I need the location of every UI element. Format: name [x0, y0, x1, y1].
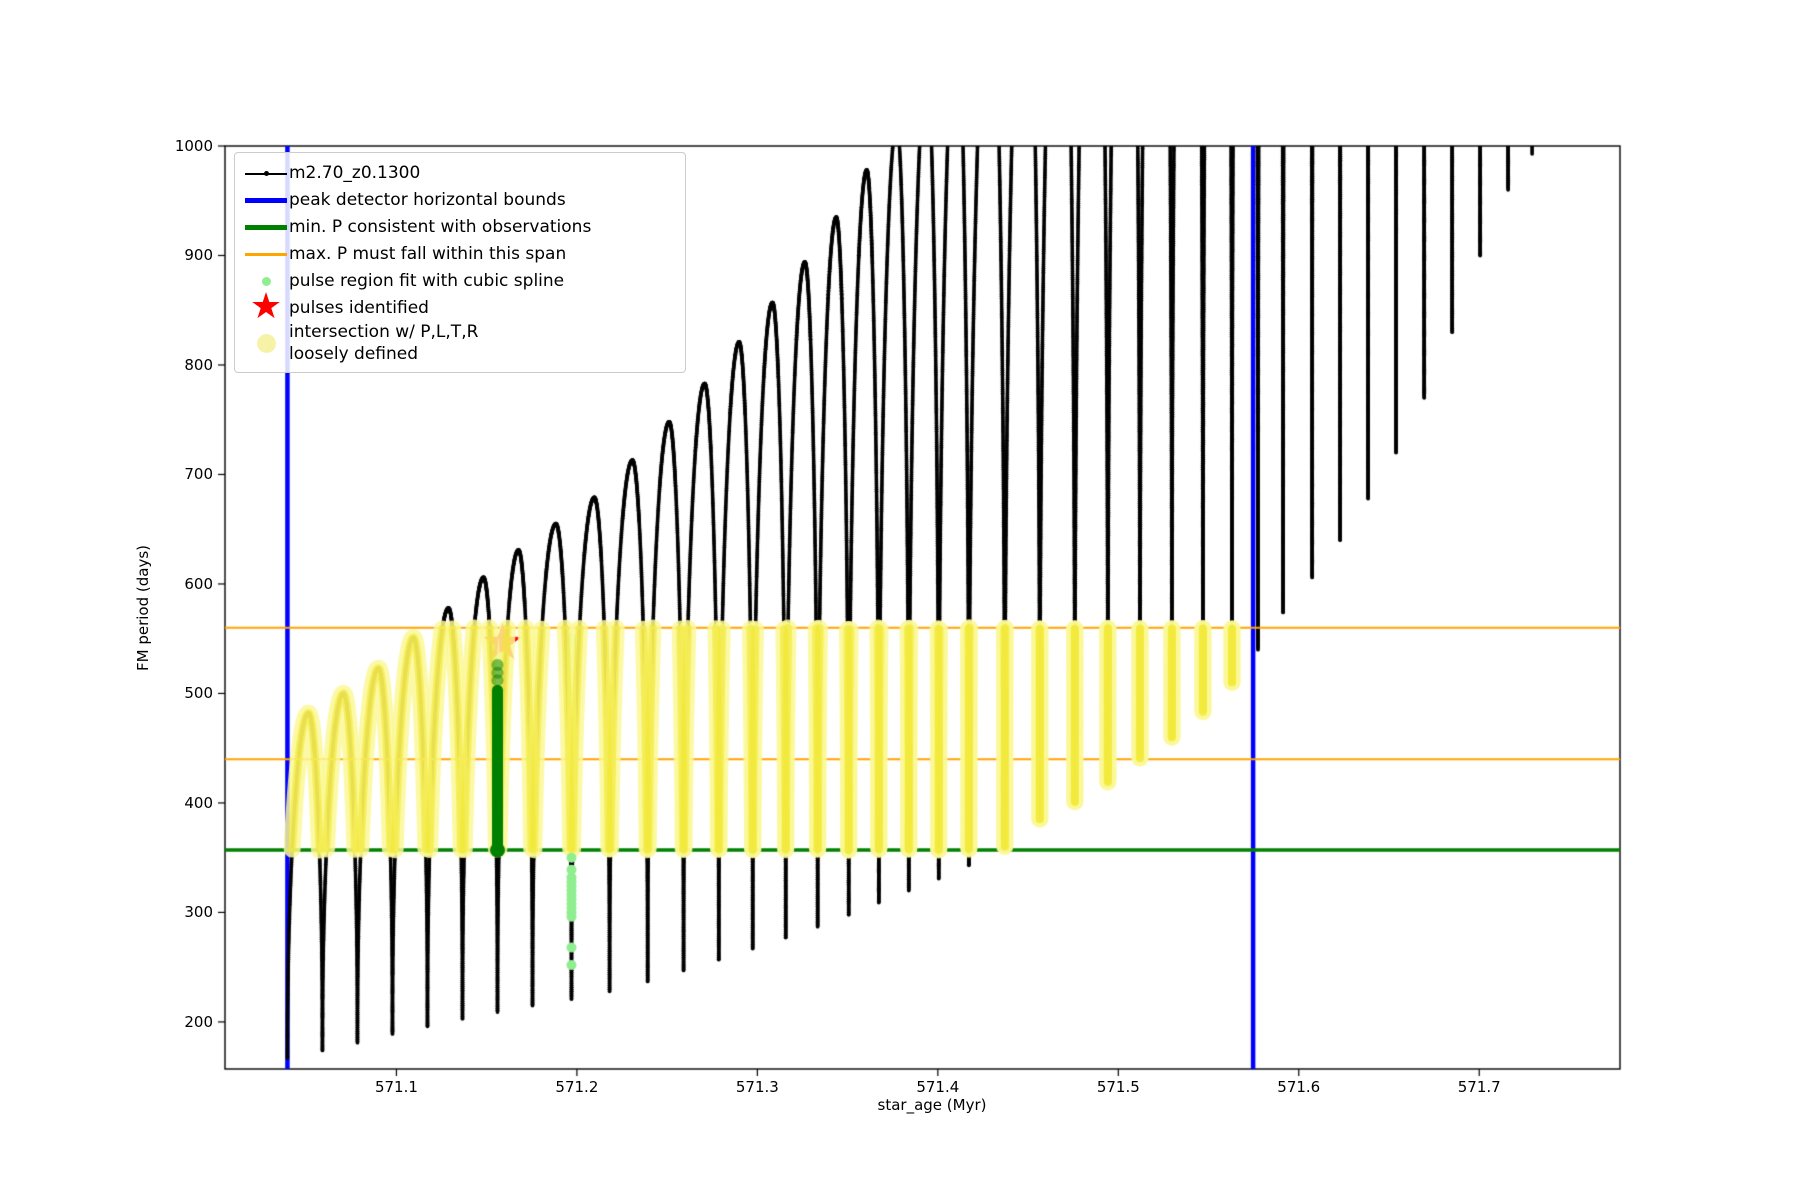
line-dot-swatch-icon	[243, 171, 289, 176]
legend-item-label: peak detector horizontal bounds	[289, 189, 566, 210]
x-tick-label: 571.5	[1096, 1078, 1140, 1096]
x-tick-label: 571.1	[374, 1078, 418, 1096]
x-tick-label: 571.2	[555, 1078, 599, 1096]
legend-item: intersection w/ P,L,T,R loosely defined	[243, 322, 675, 365]
y-tick-label: 900	[184, 246, 213, 265]
x-tick-label: 571.4	[916, 1078, 960, 1096]
small-dot-swatch-icon	[243, 277, 289, 286]
y-tick-label: 1000	[174, 137, 213, 155]
y-tick-label: 800	[184, 355, 213, 374]
legend-item: m2.70_z0.1300	[243, 160, 675, 187]
legend-item: ★ pulses identified	[243, 285, 675, 327]
legend-item: min. P consistent with observations	[243, 214, 675, 241]
legend-item: pulse region fit with cubic spline	[243, 268, 675, 295]
line-swatch-icon	[243, 253, 289, 256]
legend-item: peak detector horizontal bounds	[243, 187, 675, 214]
large-dot-swatch-icon	[243, 334, 289, 354]
legend-item-label: intersection w/ P,L,T,R loosely defined	[289, 322, 479, 364]
legend-item-label: min. P consistent with observations	[289, 216, 592, 237]
legend-item-label: pulses identified	[289, 297, 429, 318]
y-tick-label: 500	[184, 684, 213, 703]
thick-line-swatch-icon	[243, 198, 289, 203]
legend-item: max. P must fall within this span	[243, 241, 675, 268]
legend-item-label: m2.70_z0.1300	[289, 162, 421, 183]
y-tick-label: 400	[184, 793, 213, 812]
x-tick-label: 571.7	[1457, 1078, 1501, 1096]
y-tick-label: 300	[184, 903, 213, 922]
x-axis-label: star_age (Myr)	[877, 1096, 987, 1114]
y-tick-label: 200	[184, 1012, 213, 1031]
y-tick-label: 700	[184, 465, 213, 484]
x-tick-label: 571.6	[1277, 1078, 1321, 1096]
x-tick-label: 571.3	[735, 1078, 779, 1096]
legend-item-label: pulse region fit with cubic spline	[289, 270, 565, 291]
y-axis-label: FM period (days)	[134, 545, 152, 671]
y-tick-label: 600	[184, 574, 213, 593]
star-swatch-icon: ★	[249, 285, 283, 327]
legend-item-label: max. P must fall within this span	[289, 243, 567, 264]
thick-line-swatch-icon	[243, 225, 289, 230]
